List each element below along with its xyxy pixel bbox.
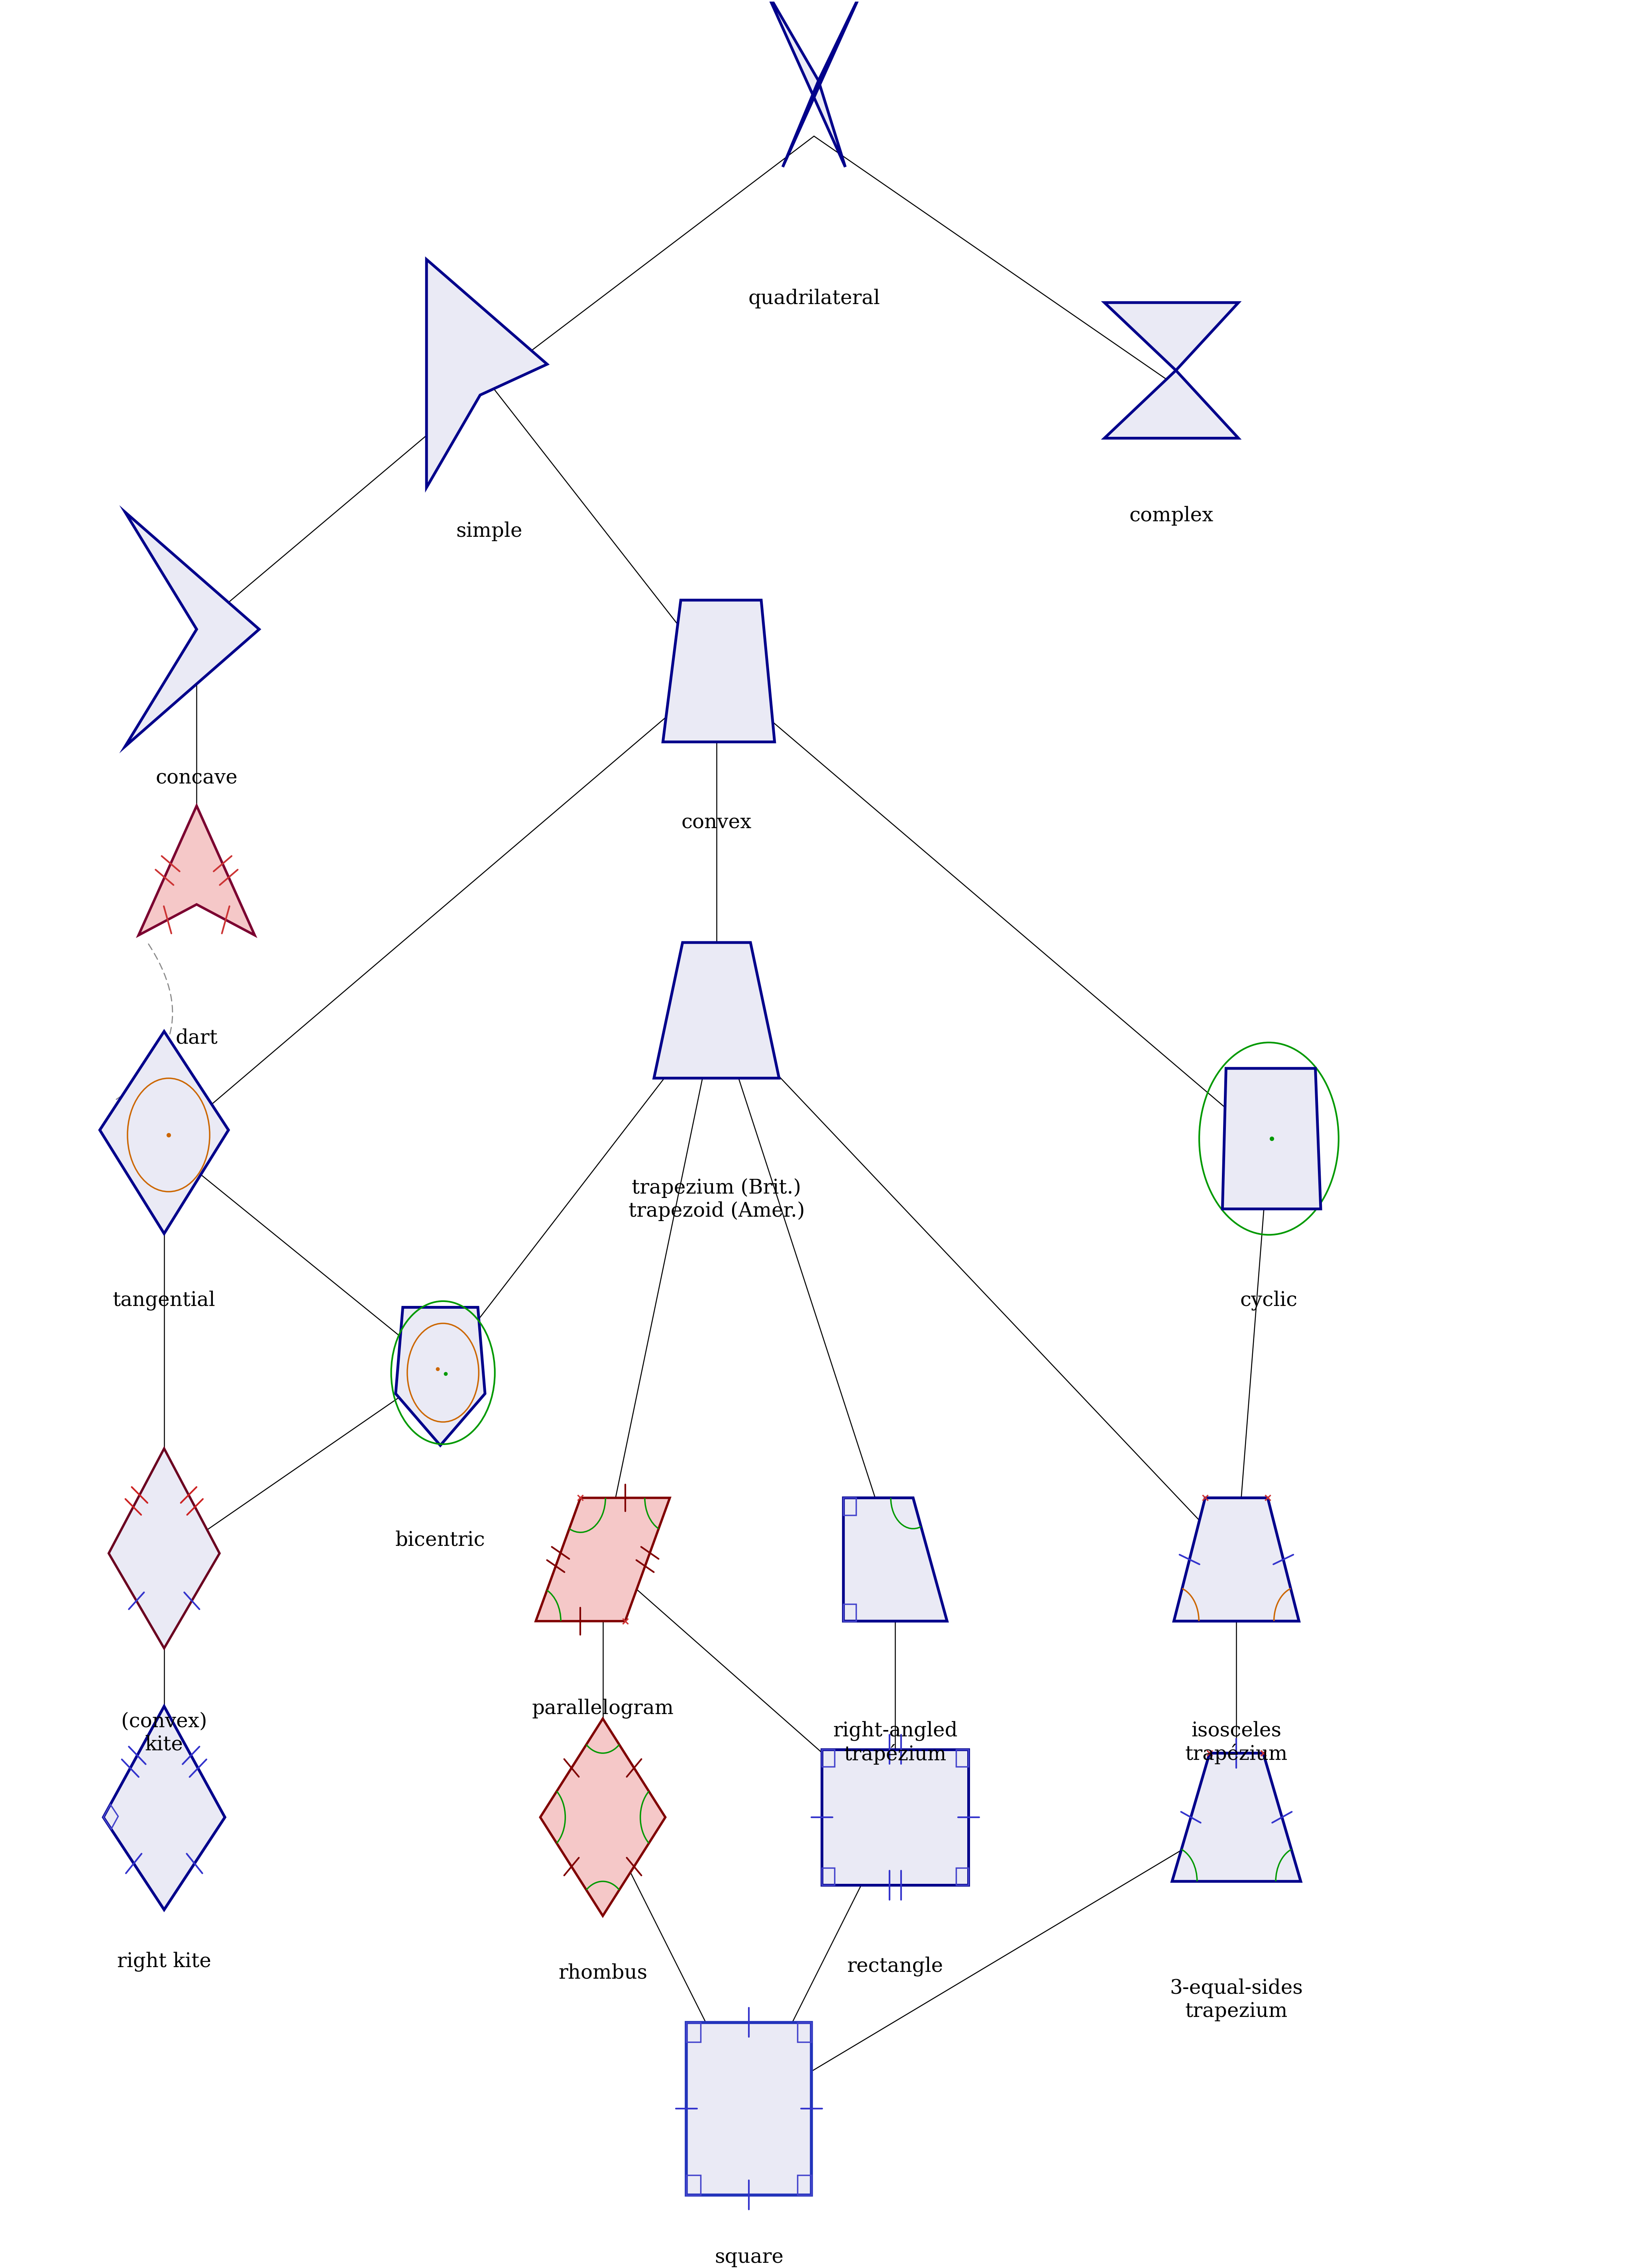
Text: dart: dart	[176, 1027, 218, 1048]
Polygon shape	[536, 1497, 669, 1622]
Polygon shape	[1174, 1497, 1299, 1622]
Polygon shape	[540, 1719, 666, 1916]
Text: rhombus: rhombus	[558, 1962, 648, 1982]
Polygon shape	[109, 1449, 220, 1649]
Text: 3-equal-sides
trapezium: 3-equal-sides trapezium	[1171, 1978, 1302, 2021]
Text: convex: convex	[682, 812, 752, 832]
Text: (convex)
kite: (convex) kite	[120, 1712, 207, 1755]
Polygon shape	[765, 0, 845, 168]
Polygon shape	[1104, 370, 1239, 438]
Text: right-angled
trapézium: right-angled trapézium	[834, 1721, 957, 1765]
Text: complex: complex	[1130, 506, 1213, 526]
Text: bicentric: bicentric	[396, 1531, 485, 1549]
Text: tangential: tangential	[112, 1290, 215, 1311]
Text: quadrilateral: quadrilateral	[749, 288, 879, 308]
Polygon shape	[99, 1032, 228, 1234]
Polygon shape	[125, 513, 259, 746]
Text: concave: concave	[156, 769, 238, 787]
Polygon shape	[654, 943, 780, 1077]
Polygon shape	[843, 1497, 947, 1622]
Polygon shape	[687, 2023, 812, 2195]
Text: rectangle: rectangle	[847, 1957, 943, 1975]
Text: cyclic: cyclic	[1241, 1290, 1298, 1311]
Text: trapezium (Brit.)
trapezoid (Amer.): trapezium (Brit.) trapezoid (Amer.)	[628, 1179, 804, 1220]
Polygon shape	[822, 1749, 969, 1885]
Polygon shape	[663, 601, 775, 742]
Text: right kite: right kite	[117, 1953, 212, 1971]
Text: simple: simple	[456, 522, 523, 542]
Text: parallelogram: parallelogram	[532, 1699, 674, 1719]
Polygon shape	[1172, 1753, 1301, 1882]
Polygon shape	[1104, 302, 1239, 370]
Polygon shape	[103, 1706, 225, 1910]
Polygon shape	[427, 259, 547, 488]
Polygon shape	[396, 1306, 485, 1445]
Polygon shape	[138, 805, 254, 934]
Text: square: square	[715, 2248, 783, 2268]
Text: isosceles
trapézium: isosceles trapézium	[1185, 1721, 1288, 1765]
Polygon shape	[1223, 1068, 1320, 1209]
Polygon shape	[783, 0, 863, 168]
